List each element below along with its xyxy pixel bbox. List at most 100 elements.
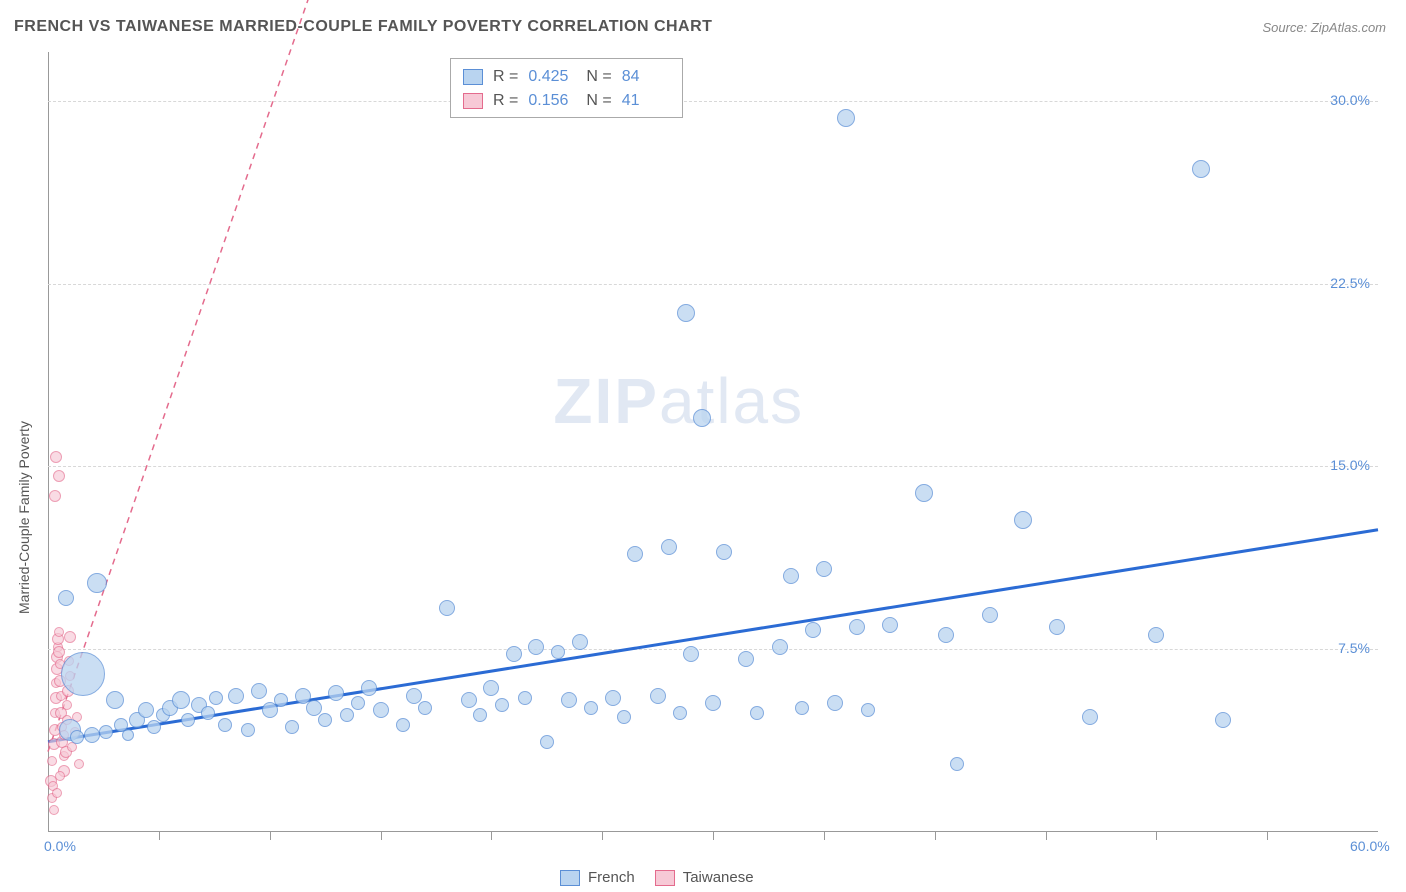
data-point-taiwanese bbox=[49, 805, 59, 815]
data-point-french bbox=[285, 720, 299, 734]
data-point-taiwanese bbox=[55, 771, 65, 781]
data-point-french bbox=[650, 688, 666, 704]
data-point-french bbox=[705, 695, 721, 711]
x-minor-tick bbox=[1267, 832, 1268, 840]
legend-item-french: French bbox=[560, 869, 635, 886]
data-point-french bbox=[61, 652, 105, 696]
stats-n-label: N = bbox=[586, 65, 611, 89]
data-point-french bbox=[693, 409, 711, 427]
stats-row-taiwanese: R = 0.156 N = 41 bbox=[463, 89, 670, 113]
data-point-french bbox=[738, 651, 754, 667]
data-point-french bbox=[209, 691, 223, 705]
data-point-taiwanese bbox=[74, 759, 84, 769]
data-point-french bbox=[795, 701, 809, 715]
data-point-french bbox=[274, 693, 288, 707]
x-minor-tick bbox=[1156, 832, 1157, 840]
stats-r-label: R = bbox=[493, 89, 518, 113]
data-point-french bbox=[1049, 619, 1065, 635]
data-point-french bbox=[982, 607, 998, 623]
data-point-french bbox=[950, 757, 964, 771]
data-point-french bbox=[181, 713, 195, 727]
x-tick-label: 60.0% bbox=[1350, 838, 1390, 854]
x-minor-tick bbox=[270, 832, 271, 840]
stats-box: R = 0.425 N = 84 R = 0.156 N = 41 bbox=[450, 58, 683, 118]
data-point-french bbox=[201, 706, 215, 720]
x-minor-tick bbox=[824, 832, 825, 840]
data-point-french bbox=[87, 573, 107, 593]
trend-layer bbox=[48, 52, 1378, 832]
data-point-french bbox=[122, 729, 134, 741]
plot-area: ZIPatlas 7.5%15.0%22.5%30.0%0.0%60.0% bbox=[48, 52, 1378, 832]
data-point-french bbox=[361, 680, 377, 696]
data-point-taiwanese bbox=[52, 788, 62, 798]
data-point-french bbox=[351, 696, 365, 710]
data-point-french bbox=[70, 730, 84, 744]
legend-item-taiwanese: Taiwanese bbox=[655, 869, 754, 886]
data-point-french bbox=[306, 700, 322, 716]
data-point-french bbox=[617, 710, 631, 724]
legend-label-taiwanese: Taiwanese bbox=[683, 869, 754, 886]
x-minor-tick bbox=[602, 832, 603, 840]
x-minor-tick bbox=[491, 832, 492, 840]
data-point-french bbox=[627, 546, 643, 562]
stats-r-label: R = bbox=[493, 65, 518, 89]
data-point-french bbox=[84, 727, 100, 743]
data-point-french bbox=[938, 627, 954, 643]
data-point-french bbox=[716, 544, 732, 560]
data-point-french bbox=[172, 691, 190, 709]
data-point-french bbox=[837, 109, 855, 127]
data-point-taiwanese bbox=[64, 631, 76, 643]
source-label: Source: ZipAtlas.com bbox=[1262, 20, 1386, 35]
stats-r-french: 0.425 bbox=[528, 65, 576, 89]
data-point-french bbox=[518, 691, 532, 705]
stats-r-taiwanese: 0.156 bbox=[528, 89, 576, 113]
data-point-french bbox=[677, 304, 695, 322]
data-point-french bbox=[106, 691, 124, 709]
data-point-taiwanese bbox=[53, 470, 65, 482]
data-point-french bbox=[528, 639, 544, 655]
x-minor-tick bbox=[381, 832, 382, 840]
data-point-french bbox=[228, 688, 244, 704]
data-point-french bbox=[805, 622, 821, 638]
data-point-french bbox=[551, 645, 565, 659]
data-point-french bbox=[750, 706, 764, 720]
data-point-french bbox=[373, 702, 389, 718]
x-minor-tick bbox=[713, 832, 714, 840]
data-point-french bbox=[473, 708, 487, 722]
data-point-taiwanese bbox=[53, 646, 65, 658]
data-point-french bbox=[772, 639, 788, 655]
data-point-taiwanese bbox=[62, 700, 72, 710]
stats-n-french: 84 bbox=[622, 65, 670, 89]
data-point-french bbox=[861, 703, 875, 717]
data-point-french bbox=[147, 720, 161, 734]
data-point-french bbox=[673, 706, 687, 720]
data-point-french bbox=[584, 701, 598, 715]
data-point-french bbox=[461, 692, 477, 708]
data-point-french bbox=[439, 600, 455, 616]
trend-line-taiwanese bbox=[48, 0, 425, 752]
data-point-french bbox=[605, 690, 621, 706]
chart-container: FRENCH VS TAIWANESE MARRIED-COUPLE FAMIL… bbox=[0, 0, 1406, 892]
data-point-french bbox=[882, 617, 898, 633]
data-point-taiwanese bbox=[49, 490, 61, 502]
stats-n-label: N = bbox=[586, 89, 611, 113]
data-point-french bbox=[561, 692, 577, 708]
data-point-french bbox=[816, 561, 832, 577]
x-minor-tick bbox=[1046, 832, 1047, 840]
swatch-taiwanese bbox=[463, 93, 483, 109]
data-point-french bbox=[1215, 712, 1231, 728]
data-point-french bbox=[318, 713, 332, 727]
swatch-taiwanese bbox=[655, 870, 675, 886]
data-point-french bbox=[138, 702, 154, 718]
data-point-french bbox=[683, 646, 699, 662]
data-point-french bbox=[827, 695, 843, 711]
data-point-french bbox=[506, 646, 522, 662]
data-point-french bbox=[540, 735, 554, 749]
data-point-french bbox=[99, 725, 113, 739]
data-point-taiwanese bbox=[54, 627, 64, 637]
x-tick-label: 0.0% bbox=[44, 838, 76, 854]
data-point-french bbox=[483, 680, 499, 696]
data-point-french bbox=[1014, 511, 1032, 529]
data-point-french bbox=[783, 568, 799, 584]
data-point-french bbox=[340, 708, 354, 722]
